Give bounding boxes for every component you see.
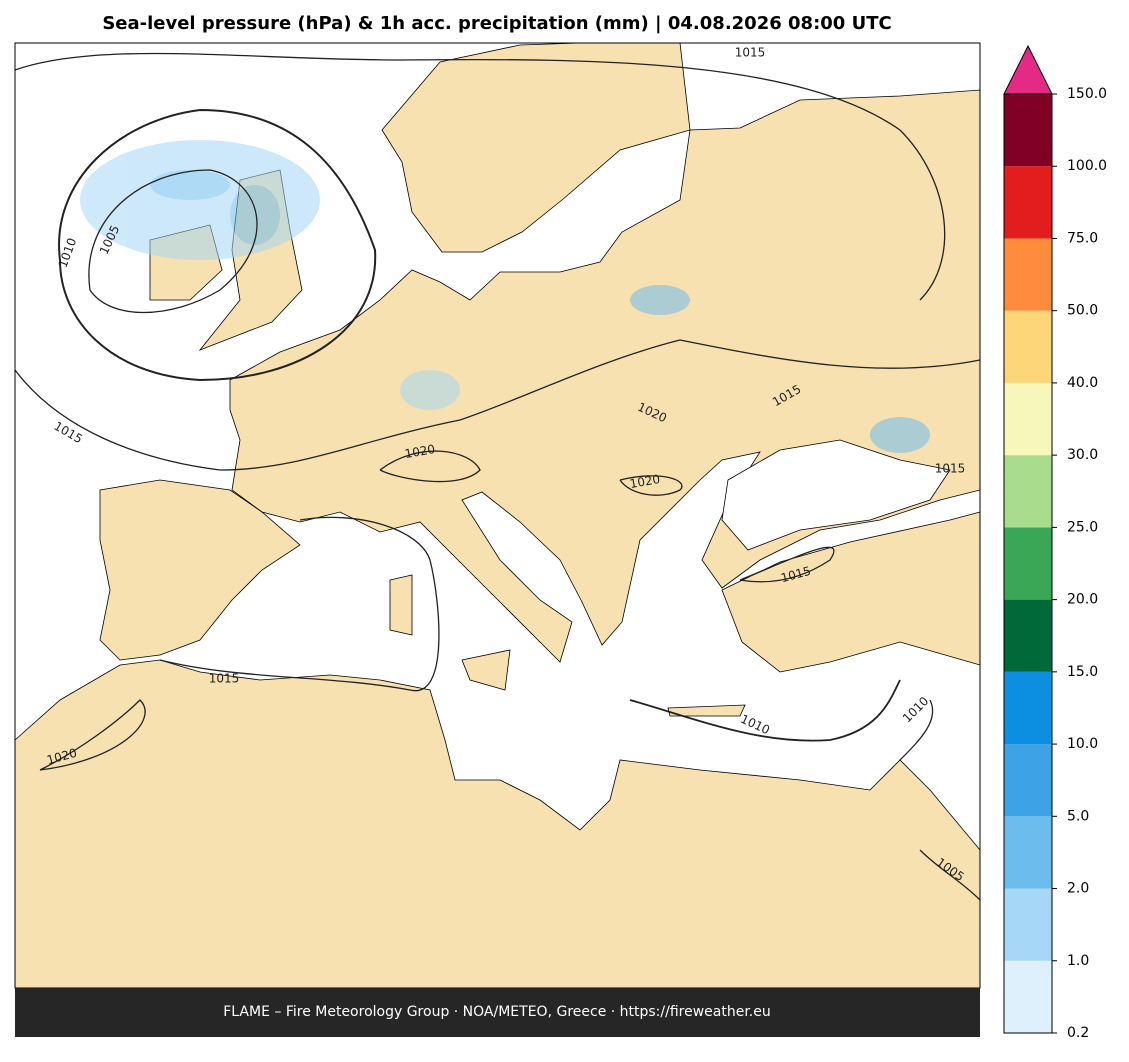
- contour-label: 1020: [629, 472, 662, 491]
- contour-label: 1020: [404, 442, 437, 461]
- colorbar-segment: [1004, 310, 1052, 383]
- black-sea: [721, 439, 951, 551]
- isobars: [14, 52, 981, 901]
- colorbar-label: 0.2: [1067, 1025, 1089, 1041]
- colorbar-segment: [1004, 455, 1052, 528]
- africa: [14, 659, 981, 989]
- sardinia: [389, 574, 413, 636]
- footer-bar: [15, 988, 980, 1037]
- colorbar-segment: [1004, 382, 1052, 456]
- colorbar-segment: [1004, 166, 1052, 239]
- colorbar-segment: [1004, 94, 1052, 167]
- colorbar-segment: [1004, 888, 1052, 961]
- colorbar-segment: [1004, 816, 1052, 889]
- sicily: [461, 649, 511, 691]
- colorbar-segment: [1004, 671, 1052, 745]
- colorbar-label: 75.0: [1067, 230, 1098, 246]
- scandinavia: [381, 42, 691, 253]
- colorbar-label: 5.0: [1067, 808, 1089, 824]
- iberia: [99, 479, 301, 661]
- contour-label: 1015: [209, 672, 240, 686]
- colorbar: 0.2 1.0 2.0 5.0 10.0 15.0 20.0 25.0 30.0 40.0 50.0…: [1003, 44, 1107, 1041]
- title: Sea-level pressure (hPa) & 1h acc. preci…: [102, 13, 891, 34]
- colorbar-segment: [1004, 744, 1052, 817]
- colorbar-segment: [1004, 960, 1052, 1033]
- crete: [667, 704, 746, 717]
- colorbar-extend: [1003, 44, 1053, 95]
- footer-text: FLAME – Fire Meteorology Group · NOA/MET…: [223, 1004, 771, 1020]
- colorbar-frame: [1003, 93, 1053, 1034]
- colorbar-segment: [1004, 599, 1052, 672]
- colorbar-label: 25.0: [1067, 519, 1098, 535]
- precipitation: [80, 140, 930, 453]
- colorbar-label: 40.0: [1067, 375, 1098, 391]
- colorbar-segment: [1004, 238, 1052, 311]
- contour-label: 1015: [735, 46, 766, 60]
- colorbar-label: 30.0: [1067, 447, 1098, 463]
- contour-label: 1015: [935, 462, 966, 476]
- colorbar-label: 50.0: [1067, 303, 1098, 319]
- colorbar-label: 10.0: [1067, 736, 1098, 752]
- colorbar-label: 15.0: [1067, 664, 1098, 680]
- colorbar-segment: [1004, 527, 1052, 600]
- colorbar-label: 150.0: [1067, 86, 1107, 102]
- colorbar-label: 1.0: [1067, 953, 1089, 969]
- colorbar-label: 100.0: [1067, 158, 1107, 174]
- colorbar-label: 20.0: [1067, 592, 1098, 608]
- colorbar-label: 2.0: [1067, 881, 1089, 897]
